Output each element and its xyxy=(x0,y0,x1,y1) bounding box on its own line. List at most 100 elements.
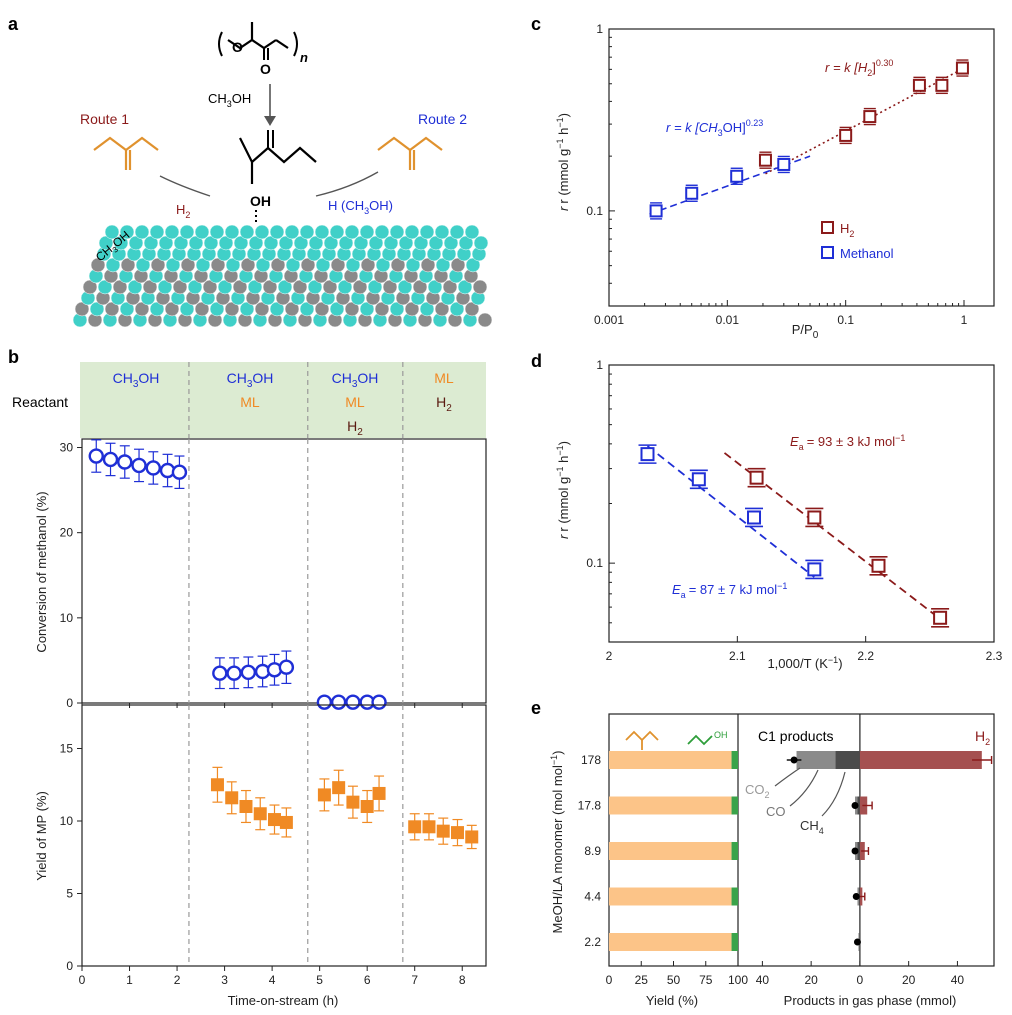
route2-ester xyxy=(377,136,443,170)
surface-atom xyxy=(374,224,390,240)
e-ylabel: MeOH/LA monomer (mol mol−1) xyxy=(549,751,565,934)
data-point xyxy=(212,665,228,681)
co2-arrow xyxy=(774,767,801,787)
data-point xyxy=(465,830,479,844)
data-point xyxy=(807,562,822,577)
c1-point xyxy=(851,802,859,809)
surface-atom xyxy=(119,224,135,240)
panel-b-letter: b xyxy=(8,347,19,367)
x-tick-label: 0 xyxy=(857,973,864,987)
surface-atom xyxy=(179,224,195,240)
y-tick-label: 0.1 xyxy=(586,204,603,218)
c-ylabel: rr (mmol g−1 h−1) xyxy=(555,113,571,211)
x-tick-label: 0.001 xyxy=(594,313,624,327)
co-label: CO xyxy=(766,804,786,819)
data-point xyxy=(640,447,655,462)
reaction-arrowhead xyxy=(264,116,276,126)
fit-line xyxy=(646,445,815,578)
x-tick-label: 2.2 xyxy=(857,649,874,663)
co2-label: CO2 xyxy=(745,782,770,800)
data-point xyxy=(807,510,822,525)
c-h2-equation: r = k [H2]0.30 xyxy=(825,58,893,78)
data-point xyxy=(691,472,706,487)
reactant-entry: CH3OH xyxy=(332,370,379,390)
data-point xyxy=(747,510,762,525)
surface-atom xyxy=(299,224,315,240)
pressure-order-plot: 0.001 0.01 0.1 1 0.1 1 xyxy=(586,22,995,327)
surface-atom xyxy=(209,224,225,240)
y-tick-label: 0 xyxy=(66,959,73,973)
x-tick-label: 100 xyxy=(728,973,748,987)
svg-text:OH: OH xyxy=(714,730,728,740)
x-tick-label: 1 xyxy=(126,973,133,987)
d-ea-h2: Ea = 93 ± 3 kJ mol−1 xyxy=(790,433,905,452)
panel-e-letter: e xyxy=(531,698,541,718)
panel-d-letter: d xyxy=(531,351,542,371)
d-xlabel: 1,000/T (K−1) xyxy=(767,655,842,671)
yield-bar-other xyxy=(731,842,738,860)
y-tick-label: 2.2 xyxy=(584,935,601,949)
y-tick-label: 10 xyxy=(60,814,74,828)
legend-h2-marker xyxy=(821,221,834,234)
surface-atom xyxy=(194,224,210,240)
data-point xyxy=(749,470,764,485)
reactant-entry: CH3OH xyxy=(227,370,274,390)
x-tick-label: 7 xyxy=(411,973,418,987)
co-arrow xyxy=(789,769,819,807)
yield-bar-mp xyxy=(609,887,732,906)
y-tick-label: 20 xyxy=(60,526,74,540)
surface-atom xyxy=(224,224,240,240)
y-tick-label: 15 xyxy=(60,742,74,756)
reactant-entry: ML xyxy=(434,370,454,386)
legend-methanol: Methanol xyxy=(840,246,894,261)
data-point xyxy=(317,788,331,802)
plot-frame xyxy=(81,438,487,704)
route2-h-label: H (CH3OH) xyxy=(328,198,393,216)
surface-atom xyxy=(449,224,465,240)
polymer-o: O xyxy=(232,39,243,55)
d-ea-methanol: Ea = 87 ± 7 kJ mol−1 xyxy=(672,581,787,600)
data-point xyxy=(450,826,464,840)
polymer-carbonyl-o: O xyxy=(260,61,271,77)
surface-atom xyxy=(149,224,165,240)
y-tick-label: 17.8 xyxy=(578,799,602,813)
surface-atom xyxy=(473,235,489,251)
yield-plot: 0 5 10 15 0 1 2 3 4 5 6 7 8 xyxy=(60,704,487,987)
x-tick-label: 8 xyxy=(459,973,466,987)
yield-bar-mp xyxy=(609,933,732,951)
gas-bar-ch4 xyxy=(857,796,860,815)
surface-atom xyxy=(284,224,300,240)
c-legend: H2 Methanol xyxy=(821,221,894,261)
polymer-structure: O O n xyxy=(218,22,308,77)
data-point xyxy=(131,457,147,474)
conversion-ylabel: Conversion of methanol (%) xyxy=(34,491,49,652)
route2-label: Route 2 xyxy=(418,111,467,127)
panel-a-letter: a xyxy=(8,14,19,34)
surface-atom xyxy=(389,224,405,240)
c-methanol-equation: r = k [CH3OH]0.23 xyxy=(666,118,763,138)
yield-bar-mp xyxy=(609,796,732,815)
data-point xyxy=(278,659,295,675)
c1-point xyxy=(852,893,860,900)
e-h2-label: H2 xyxy=(975,728,990,747)
data-point xyxy=(279,815,293,829)
route1-arrow xyxy=(159,175,211,197)
plot-frame xyxy=(81,704,487,967)
plot-frame xyxy=(608,713,995,967)
data-point xyxy=(117,454,133,470)
data-point xyxy=(316,694,333,710)
data-point xyxy=(267,813,281,827)
x-tick-label: 75 xyxy=(699,973,713,987)
data-point xyxy=(730,169,744,183)
c1-point xyxy=(790,756,798,764)
conversion-plot: 0 10 20 30 xyxy=(60,438,487,710)
data-point xyxy=(346,795,360,809)
data-point xyxy=(422,820,436,834)
route2-arrow xyxy=(315,171,379,197)
data-point xyxy=(88,448,104,464)
surface-atom xyxy=(344,224,360,240)
x-tick-label: 2.1 xyxy=(729,649,746,663)
data-point xyxy=(408,820,422,834)
data-point xyxy=(225,791,239,805)
